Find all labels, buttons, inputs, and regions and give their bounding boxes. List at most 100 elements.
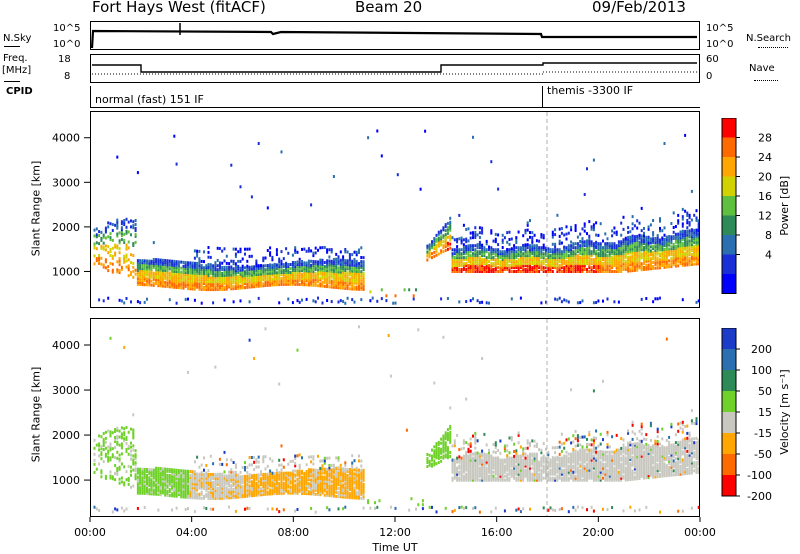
power-cell <box>602 299 604 303</box>
power-cell <box>143 277 146 281</box>
power-cell <box>540 254 543 258</box>
velocity-cell <box>120 436 123 440</box>
power-cell <box>631 257 634 261</box>
power-cell <box>237 280 240 284</box>
velocity-cell <box>205 478 208 482</box>
power-cell <box>604 244 607 248</box>
velocity-cell <box>246 474 249 478</box>
velocity-cell <box>241 479 244 483</box>
power-cell <box>686 263 689 267</box>
power-cell <box>335 272 338 276</box>
velocity-cell <box>271 490 274 494</box>
power-cell <box>296 267 299 270</box>
power-cell <box>508 254 511 258</box>
velocity-cell <box>187 471 189 475</box>
power-cell <box>462 246 465 250</box>
power-cell <box>677 236 680 240</box>
power-cell <box>187 287 189 291</box>
power-cell <box>442 246 445 250</box>
power-cell <box>542 262 545 266</box>
power-cell <box>462 258 465 262</box>
velocity-cell <box>317 485 319 488</box>
power-cell <box>551 264 554 268</box>
power-cell <box>120 228 123 232</box>
power-cell <box>545 258 547 262</box>
power-cell <box>613 260 616 264</box>
power-cell <box>426 258 429 262</box>
power-cell <box>125 247 128 251</box>
power-cell <box>264 268 267 272</box>
power-cell <box>590 252 593 256</box>
power-cell <box>483 260 486 264</box>
velocity-cell <box>171 508 174 512</box>
power-cell <box>262 278 265 282</box>
velocity-cell <box>312 492 315 496</box>
power-cell <box>116 224 119 228</box>
freq-legend-line <box>4 81 20 82</box>
power-cell <box>636 244 639 248</box>
power-cell <box>314 282 317 285</box>
velocity-cell <box>301 479 303 483</box>
velocity-cell <box>321 477 324 481</box>
velocity-cell <box>248 490 251 494</box>
power-cell <box>583 256 586 260</box>
velocity-cell <box>189 492 192 496</box>
power-cell <box>611 229 614 233</box>
velocity-cell <box>136 477 139 481</box>
velocity-cell <box>319 471 322 475</box>
velocity-cell <box>335 490 338 494</box>
velocity-cell <box>264 490 267 494</box>
power-cell <box>248 281 251 285</box>
power-cell <box>287 251 290 255</box>
velocity-cell <box>164 471 167 475</box>
power-cell <box>679 256 682 260</box>
power-cell <box>150 273 153 277</box>
power-cell <box>228 269 231 273</box>
velocity-cell <box>184 487 187 491</box>
power-cell <box>164 270 167 274</box>
power-cell <box>257 276 260 280</box>
power-cell <box>187 275 189 279</box>
power-cell <box>362 286 365 289</box>
velocity-cell <box>250 480 253 484</box>
power-cell <box>513 248 516 252</box>
power-cell <box>549 256 552 260</box>
power-cell <box>173 277 176 281</box>
power-cell <box>622 242 625 246</box>
velocity-cell <box>146 488 148 492</box>
velocity-cell <box>116 466 119 470</box>
power-cell <box>355 281 358 285</box>
power-cell <box>524 231 527 235</box>
power-cell <box>494 232 497 236</box>
power-cell <box>180 266 183 270</box>
power-cell <box>684 251 687 255</box>
velocity-cell <box>253 479 256 483</box>
velocity-cell <box>161 477 164 481</box>
power-cell <box>321 260 324 264</box>
velocity-cell <box>196 480 199 484</box>
velocity-cell <box>102 444 105 447</box>
velocity-cell <box>317 470 319 474</box>
velocity-cell <box>187 475 189 479</box>
power-cell <box>234 287 237 290</box>
power-cell <box>597 266 600 270</box>
power-cell <box>647 251 650 255</box>
power-cell <box>148 277 151 281</box>
velocity-cell <box>264 455 267 459</box>
velocity-cell <box>225 482 228 486</box>
power-cell <box>182 260 185 264</box>
velocity-cell <box>221 476 224 480</box>
power-cell <box>107 225 110 229</box>
power-cell <box>519 254 522 258</box>
power-cell <box>588 234 591 238</box>
velocity-cell <box>166 469 169 473</box>
power-cell <box>574 229 577 232</box>
power-cell <box>218 268 221 272</box>
power-cell <box>540 268 543 271</box>
power-cell <box>497 256 500 260</box>
power-cell <box>645 239 648 243</box>
power-cell <box>681 263 684 267</box>
power-cell <box>291 274 294 278</box>
power-cell <box>148 283 151 287</box>
